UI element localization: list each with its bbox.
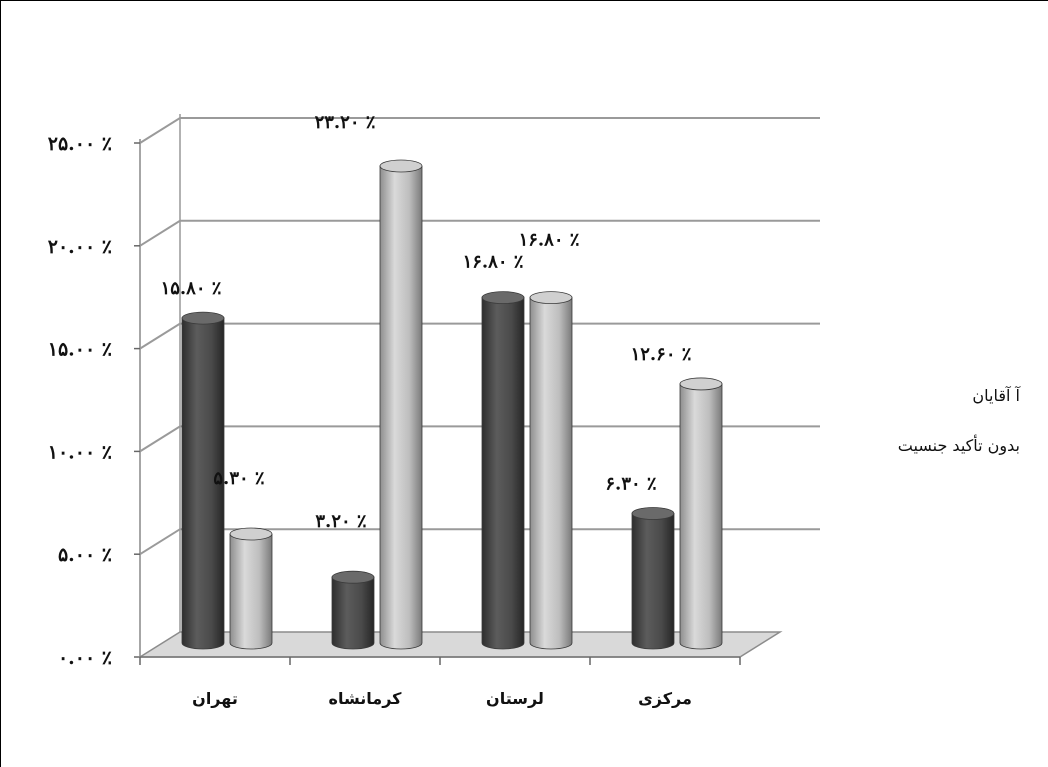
bar-top: [631, 507, 675, 520]
bar-body: [529, 297, 573, 650]
y-tick-label: ۲۰.۰۰ ٪: [48, 236, 112, 258]
bar-body: [679, 383, 723, 650]
data-label: ۱۵.۸۰ ٪: [161, 278, 222, 299]
data-label: ۵.۳۰ ٪: [213, 468, 265, 489]
bar: [631, 507, 675, 650]
gridline: [139, 117, 820, 144]
bar-body: [631, 513, 675, 650]
y-axis-labels: ۰.۰۰ ٪ ۵.۰۰ ٪ ۱۰.۰۰ ٪ ۱۵.۰۰ ٪ ۲۰.۰۰ ٪ ۲۵.۰۰ ٪: [48, 133, 112, 669]
y-tick-label: ۲۵.۰۰ ٪: [48, 133, 112, 155]
bar: [481, 291, 525, 650]
bar-body: [229, 533, 273, 650]
category-label: تهران: [192, 689, 238, 708]
bar: [229, 527, 273, 650]
y-tick-label: ۱۰.۰۰ ٪: [48, 441, 112, 463]
gridline: [139, 322, 820, 350]
data-label: ۱۲.۶۰ ٪: [631, 344, 692, 365]
plot-back-wall: [139, 114, 181, 657]
bar-body: [181, 317, 225, 650]
legend: آ آقایان بدون تأکید جنسیت: [780, 383, 1020, 483]
gridlines: [134, 117, 820, 658]
bars: [181, 159, 723, 650]
gridline: [139, 219, 820, 247]
gridline: [139, 528, 820, 556]
y-tick-label: ۱۵.۰۰ ٪: [48, 339, 112, 361]
bar-top: [331, 570, 375, 584]
gridline: [139, 425, 820, 453]
data-labels: ۱۵.۸۰ ٪ ۳.۲۰ ٪ ۱۶.۸۰ ٪ ۶.۳۰ ٪ ۵.۳۰ ٪ ۲۳.۲۰ ٪ ۱…: [161, 112, 692, 532]
bar: [679, 377, 723, 650]
bar: [529, 291, 573, 650]
plot-floor: [137, 631, 783, 665]
category-label: مرکزی: [638, 689, 692, 708]
category-label: لرستان: [486, 689, 544, 708]
data-label: ۳.۲۰ ٪: [315, 511, 367, 532]
legend-item-men: آ آقایان: [972, 386, 1020, 405]
bar-top: [529, 291, 573, 304]
bar-top: [229, 527, 273, 541]
bar-top: [679, 377, 723, 391]
bar-top: [181, 311, 225, 325]
x-axis-labels: تهران کرمانشاه لرستان مرکزی: [192, 689, 692, 708]
legend-item-no-gender: بدون تأکید جنسیت: [897, 436, 1020, 455]
data-label: ۶.۳۰ ٪: [605, 473, 657, 494]
bar: [331, 570, 375, 650]
category-label: کرمانشاه: [329, 689, 403, 708]
bar-body: [481, 297, 525, 650]
bar-top: [481, 291, 525, 304]
bar-body: [331, 576, 375, 650]
data-label: ۲۳.۲۰ ٪: [315, 112, 376, 133]
bar-body: [379, 165, 423, 650]
y-tick-label: ۰.۰۰ ٪: [58, 647, 112, 669]
bar-top: [379, 159, 423, 173]
data-label: ۱۶.۸۰ ٪: [463, 252, 524, 273]
bar: [379, 159, 423, 650]
bar: [181, 311, 225, 650]
y-tick-label: ۵.۰۰ ٪: [58, 544, 112, 566]
data-label: ۱۶.۸۰ ٪: [519, 230, 580, 251]
